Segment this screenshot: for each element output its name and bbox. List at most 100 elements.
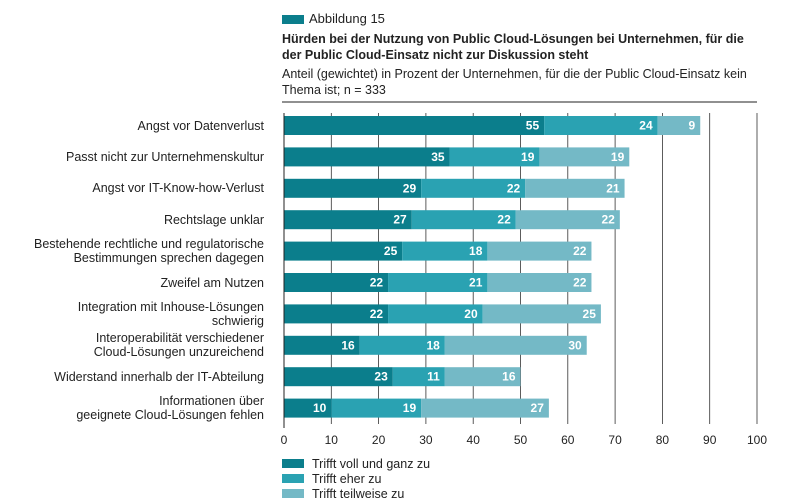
legend-label: Trifft eher zu	[312, 471, 382, 486]
legend-item: Trifft eher zu	[282, 471, 430, 486]
data-label: 20	[464, 307, 478, 321]
data-label: 27	[531, 401, 545, 415]
category-label-line: Angst vor IT-Know-how-Verlust	[92, 181, 264, 196]
bar-segment	[544, 116, 658, 135]
category-label: Angst vor IT-Know-how-Verlust	[2, 181, 264, 195]
category-label: Interoperabilität verschiedener Cloud-Lös…	[2, 331, 264, 359]
data-label: 24	[639, 119, 653, 133]
bar-segment	[388, 273, 488, 292]
chart-title: Hürden bei der Nutzung von Public Cloud-…	[282, 32, 744, 62]
data-label: 16	[502, 370, 516, 384]
chart-subtitle: Anteil (gewichtet) in Prozent der Untern…	[282, 67, 747, 97]
bar-segment	[284, 147, 450, 167]
bar-segment	[421, 398, 549, 418]
data-label: 19	[611, 150, 625, 164]
category-label-line: Angst vor Datenverlust	[137, 118, 264, 133]
legend-label: Trifft teilweise zu	[312, 486, 405, 501]
category-label: Integration mit Inhouse-Lösungen schwieri…	[2, 300, 264, 328]
category-label: Zweifel am Nutzen	[2, 276, 264, 290]
legend-swatch	[282, 489, 304, 498]
legend-item: Trifft teilweise zu	[282, 486, 430, 501]
category-label: Angst vor Datenverlust	[2, 119, 264, 133]
bar-segment	[284, 178, 422, 198]
category-label: Informationen über geeignete Cloud-Lösung…	[2, 394, 264, 422]
legend-swatch	[282, 459, 304, 468]
data-label: 22	[370, 307, 384, 321]
bar-segment	[411, 210, 516, 230]
x-tick-label: 0	[281, 433, 288, 447]
data-label: 22	[573, 244, 587, 258]
bar-segment	[539, 147, 630, 167]
bar-segment	[331, 398, 422, 418]
category-label: Passt nicht zur Unternehmenskultur	[2, 150, 264, 164]
figure-label: Abbildung 15	[309, 11, 385, 26]
x-tick-label: 60	[561, 433, 575, 447]
bar-segment	[449, 147, 540, 167]
x-tick-label: 50	[514, 433, 528, 447]
category-label-line: Passt nicht zur Unternehmenskultur	[65, 149, 264, 164]
category-label-line: Informationen über	[159, 394, 264, 409]
data-label: 18	[469, 244, 483, 258]
bar-segment	[284, 367, 393, 387]
bar-segment	[444, 367, 521, 387]
bar-segment	[657, 116, 701, 135]
bar-segment	[515, 210, 620, 230]
bar-segment	[284, 210, 412, 230]
x-tick-label: 70	[608, 433, 622, 447]
data-label: 22	[370, 276, 384, 290]
bar-segment	[388, 304, 483, 324]
figure-badge	[282, 15, 304, 24]
x-tick-label: 20	[372, 433, 386, 447]
bar-segment	[487, 241, 592, 261]
figure-badge-mark	[282, 15, 304, 24]
x-tick-label: 30	[419, 433, 433, 447]
bar-segment	[482, 304, 601, 324]
x-tick-label: 100	[747, 433, 767, 447]
category-label-line: Widerstand innerhalb der IT-Abteilung	[54, 369, 264, 384]
bar-segment	[444, 335, 587, 355]
x-tick-label: 10	[325, 433, 339, 447]
category-label-line: Zweifel am Nutzen	[160, 275, 264, 290]
bar-segment	[487, 273, 592, 292]
data-label: 16	[341, 338, 355, 352]
category-label-line: Rechtslage unklar	[163, 212, 264, 227]
data-label: 25	[583, 307, 597, 321]
bar-segment	[359, 335, 445, 355]
data-label: 9	[689, 119, 696, 133]
bar-segment	[284, 304, 389, 324]
x-tick-label: 90	[703, 433, 717, 447]
bar-segment	[284, 335, 360, 355]
bar-segment	[392, 367, 445, 387]
category-label-line: geeignete Cloud-Lösungen fehlen	[76, 408, 264, 423]
data-label: 25	[384, 244, 398, 258]
data-label: 30	[568, 338, 582, 352]
data-label: 11	[427, 370, 440, 384]
data-label: 23	[374, 370, 388, 384]
data-label: 22	[601, 213, 615, 227]
data-label: 19	[521, 150, 535, 164]
data-label: 21	[606, 181, 620, 195]
category-label: Widerstand innerhalb der IT-Abteilung	[2, 370, 264, 384]
bar-segment	[421, 178, 526, 198]
bar-segment	[284, 116, 545, 135]
data-label: 27	[393, 213, 407, 227]
data-label: 35	[431, 150, 445, 164]
category-label-line: schwierig	[211, 313, 264, 328]
legend: Trifft voll und ganz zu Trifft eher zu Tri…	[282, 456, 430, 501]
data-label: 22	[497, 213, 511, 227]
bar-segment	[284, 241, 403, 261]
bar-segment	[284, 273, 389, 292]
bar-segment	[525, 178, 625, 198]
data-label: 18	[426, 338, 440, 352]
category-label-line: Integration mit Inhouse-Lösungen	[77, 299, 264, 314]
legend-label: Trifft voll und ganz zu	[312, 456, 431, 471]
legend-swatch	[282, 474, 304, 483]
data-label: 22	[507, 181, 521, 195]
data-label: 29	[403, 181, 417, 195]
data-label: 10	[313, 401, 327, 415]
category-label-line: Interoperabilität verschiedener	[95, 331, 264, 346]
category-label: Bestehende rechtliche und regulatorische…	[2, 237, 264, 265]
category-label-line: Cloud-Lösungen unzureichend	[93, 345, 264, 360]
data-label: 22	[573, 276, 587, 290]
